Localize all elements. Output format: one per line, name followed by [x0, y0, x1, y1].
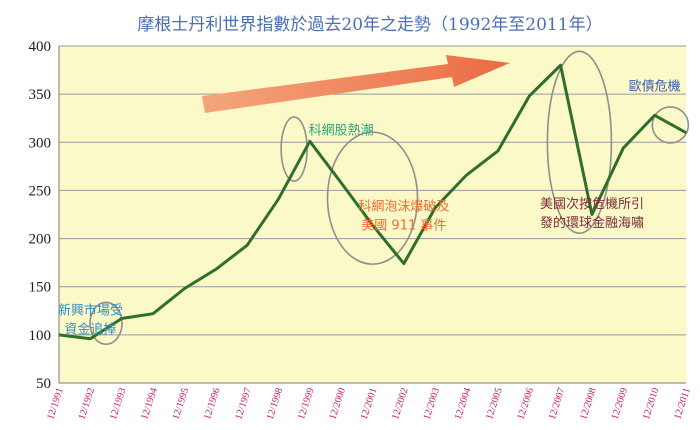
x-tick-label: 12/1998 [265, 387, 286, 422]
y-tick-label: 250 [29, 183, 52, 199]
x-tick-label: 12/2002 [390, 387, 411, 422]
gridlines [58, 45, 686, 384]
x-tick-label: 12/1992 [77, 387, 98, 422]
y-tick-label: 50 [36, 376, 51, 392]
x-tick-label: 12/2004 [453, 387, 474, 422]
y-tick-label: 150 [29, 280, 52, 296]
x-tick-label: 12/2008 [578, 387, 599, 422]
highlight-ellipse [326, 131, 419, 265]
y-tick-label: 300 [29, 135, 52, 151]
uptrend-arrow [202, 55, 510, 113]
annotation-text: 科網泡沫爆破及 [358, 200, 449, 215]
annotation-text: 科網股熱潮 [309, 124, 374, 139]
x-axis-ticks: 12/1991 12/1992 12/1993 12/1994 12/1995 12/19… [45, 387, 693, 422]
x-tick-label: 12/2009 [610, 387, 631, 422]
chart-title: 摩根士丹利世界指數於過去20年之走勢（1992年至2011年） [137, 15, 602, 35]
x-tick-label: 12/2003 [421, 387, 442, 422]
x-tick-label: 12/1997 [233, 387, 254, 422]
series-line [58, 63, 687, 341]
x-tick-label: 12/2007 [547, 387, 568, 422]
x-tick-label: 12/1994 [139, 387, 160, 422]
y-tick-label: 100 [29, 328, 52, 344]
y-tick-label: 350 [29, 87, 52, 103]
y-axis-ticks: 50 100 150 200 250 300 350 400 [29, 39, 52, 392]
x-tick-label: 12/2000 [327, 387, 348, 422]
x-tick-label: 12/2005 [484, 387, 505, 422]
annotation-text: 歐債危機 [629, 79, 681, 94]
annotation-text: 發的環球金融海嘯 [540, 215, 644, 231]
annotation-text: 美國 911 事件 [361, 219, 446, 234]
x-tick-label: 12/2010 [641, 387, 662, 422]
series-layer [58, 63, 687, 341]
x-tick-label: 12/1996 [202, 387, 223, 422]
annotation-text: 美國次按危機所引 [540, 196, 644, 212]
highlight-ellipse [546, 50, 613, 235]
plot-area [59, 46, 686, 383]
x-tick-label: 12/1993 [108, 387, 129, 422]
x-tick-label: 12/2011 [672, 387, 692, 421]
x-tick-label: 12/1999 [296, 387, 317, 422]
annotation-text: 新興市場受 [58, 303, 123, 319]
y-tick-label: 400 [29, 39, 52, 55]
x-tick-label: 12/1995 [171, 387, 192, 422]
x-tick-label: 12/2006 [516, 387, 537, 422]
highlight-ellipse [89, 301, 123, 346]
y-tick-label: 200 [29, 232, 52, 248]
x-tick-label: 12/2001 [359, 387, 380, 422]
highlight-ellipse [651, 106, 690, 144]
annotation-text: 資金追捧 [64, 322, 116, 338]
